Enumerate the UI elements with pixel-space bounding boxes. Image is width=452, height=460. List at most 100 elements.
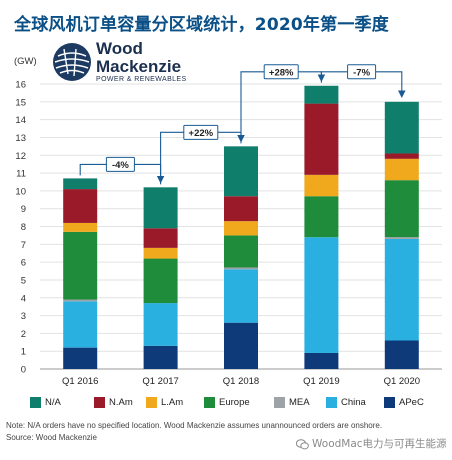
page-title: 全球风机订单容量分区域统计，2020年第一季度 [14, 15, 389, 35]
bar-segment-europe-4 [304, 196, 339, 238]
logo-name-line1: Wood [96, 39, 143, 58]
bar-segment-apec-4 [304, 352, 339, 369]
y-tick-label: 1 [21, 347, 26, 358]
bar-segment-europe-2 [143, 258, 178, 304]
watermark-text: WoodMac电力与可再生能源 [312, 438, 447, 450]
legend-item-china: China [326, 397, 366, 411]
y-tick-label: 14 [15, 115, 26, 126]
bar-segment-apec-5 [384, 340, 419, 369]
globe-icon [53, 43, 91, 81]
legend-item-n-a: N/A [30, 397, 61, 411]
legend-label: Europe [219, 397, 250, 408]
bar-segment-l-am-1 [63, 222, 98, 232]
legend-label: APeC [399, 397, 424, 408]
growth-label-box [263, 64, 299, 80]
bar-segment-europe-5 [384, 180, 419, 238]
bar-segment-europe-3 [224, 235, 258, 268]
y-tick-label: 11 [16, 169, 26, 180]
legend-swatch [204, 397, 215, 408]
legend-item-n-am: N.Am [94, 397, 133, 411]
logo-tagline: POWER & RENEWABLES [96, 76, 187, 83]
x-tick-label: Q1 2016 [62, 376, 98, 387]
legend-item-apec: APeC [384, 397, 424, 411]
legend-label: MEA [289, 397, 310, 408]
legend-swatch [94, 397, 105, 408]
bar-segment-n-a-3 [224, 146, 258, 197]
bars [63, 85, 419, 369]
logo-name-line2: Mackenzie [96, 57, 182, 76]
legend-item-europe: Europe [204, 397, 250, 411]
bar-segment-china-2 [143, 303, 178, 346]
x-tick-label: Q1 2018 [223, 376, 259, 387]
bar-segment-n-am-5 [384, 153, 419, 159]
growth-label-box [347, 64, 377, 80]
bar-segment-china-3 [224, 269, 258, 323]
wood-mackenzie-logo: Wood Mackenzie POWER & RENEWABLES [52, 38, 202, 90]
y-tick-label: 3 [21, 311, 26, 322]
y-tick-label: 13 [15, 133, 26, 144]
growth-label: -7% [353, 67, 370, 78]
bar-segment-apec-3 [224, 322, 258, 369]
y-tick-label: 9 [21, 204, 26, 215]
bar-segment-china-1 [63, 301, 98, 348]
legend-item-l-am: L.Am [146, 397, 183, 411]
bar-segment-apec-2 [143, 345, 178, 369]
bar-segment-n-am-3 [224, 196, 258, 222]
x-tick-label: Q1 2020 [384, 376, 420, 387]
bar-segment-n-am-1 [63, 189, 98, 223]
bar-segment-l-am-5 [384, 158, 419, 181]
y-tick-label: 16 [15, 80, 26, 91]
y-tick-label: 7 [21, 240, 26, 251]
growth-label-box [183, 124, 219, 140]
bar-segment-n-a-5 [384, 101, 419, 154]
legend-swatch [274, 397, 285, 408]
growth-label-box [105, 156, 135, 172]
y-tick-label: 12 [15, 151, 26, 162]
footnote: Note: N/A orders have no specified locat… [6, 421, 383, 430]
x-axis: Q1 2016 Q1 2017 Q1 2018 Q1 2019 Q1 2020 [62, 376, 420, 387]
bar-segment-china-5 [384, 238, 419, 341]
watermark: WoodMac电力与可再生能源 [296, 436, 447, 451]
wechat-icon [296, 438, 309, 449]
legend-swatch [30, 397, 41, 408]
y-tick-label: 0 [21, 365, 26, 376]
y-tick-label: 8 [21, 222, 26, 233]
bar-segment-l-am-3 [224, 221, 258, 236]
y-tick-label: 4 [21, 293, 26, 304]
y-tick-label: 2 [21, 329, 26, 340]
bar-segment-n-a-2 [143, 187, 178, 229]
y-tick-label: 5 [21, 275, 26, 286]
x-tick-label: Q1 2019 [303, 376, 339, 387]
bar-segment-mea-1 [63, 299, 98, 302]
bar-segment-mea-3 [224, 267, 258, 270]
bar-segment-china-4 [304, 237, 339, 353]
bar-segment-l-am-2 [143, 247, 178, 259]
legend-swatch [384, 397, 395, 408]
source-line: Source: Wood Mackenzie [6, 433, 98, 442]
bar-segment-l-am-4 [304, 174, 339, 197]
y-tick-label: 15 [15, 97, 26, 108]
growth-label: -4% [112, 160, 129, 171]
growth-label: +28% [269, 67, 294, 78]
x-tick-label: Q1 2017 [142, 376, 178, 387]
legend-swatch [146, 397, 157, 408]
bar-segment-apec-1 [63, 347, 98, 369]
legend-label: N/A [45, 397, 61, 408]
bar-segment-n-a-1 [63, 178, 98, 190]
legend-item-mea: MEA [274, 397, 310, 411]
legend-label: L.Am [161, 397, 184, 408]
y-tick-label: 6 [21, 258, 26, 269]
growth-annotations: -4% +22% +28% -7% [79, 64, 406, 185]
legend-swatch [326, 397, 337, 408]
legend-label: China [341, 397, 366, 408]
bar-segment-europe-1 [63, 231, 98, 300]
y-tick-label: 10 [15, 186, 26, 197]
bar-segment-mea-5 [384, 237, 419, 239]
bar-segment-n-am-2 [143, 228, 178, 248]
legend-label: N.Am [109, 397, 133, 408]
y-unit-label: (GW) [14, 56, 37, 67]
bar-segment-n-a-4 [304, 85, 339, 104]
growth-label: +22% [189, 128, 214, 139]
